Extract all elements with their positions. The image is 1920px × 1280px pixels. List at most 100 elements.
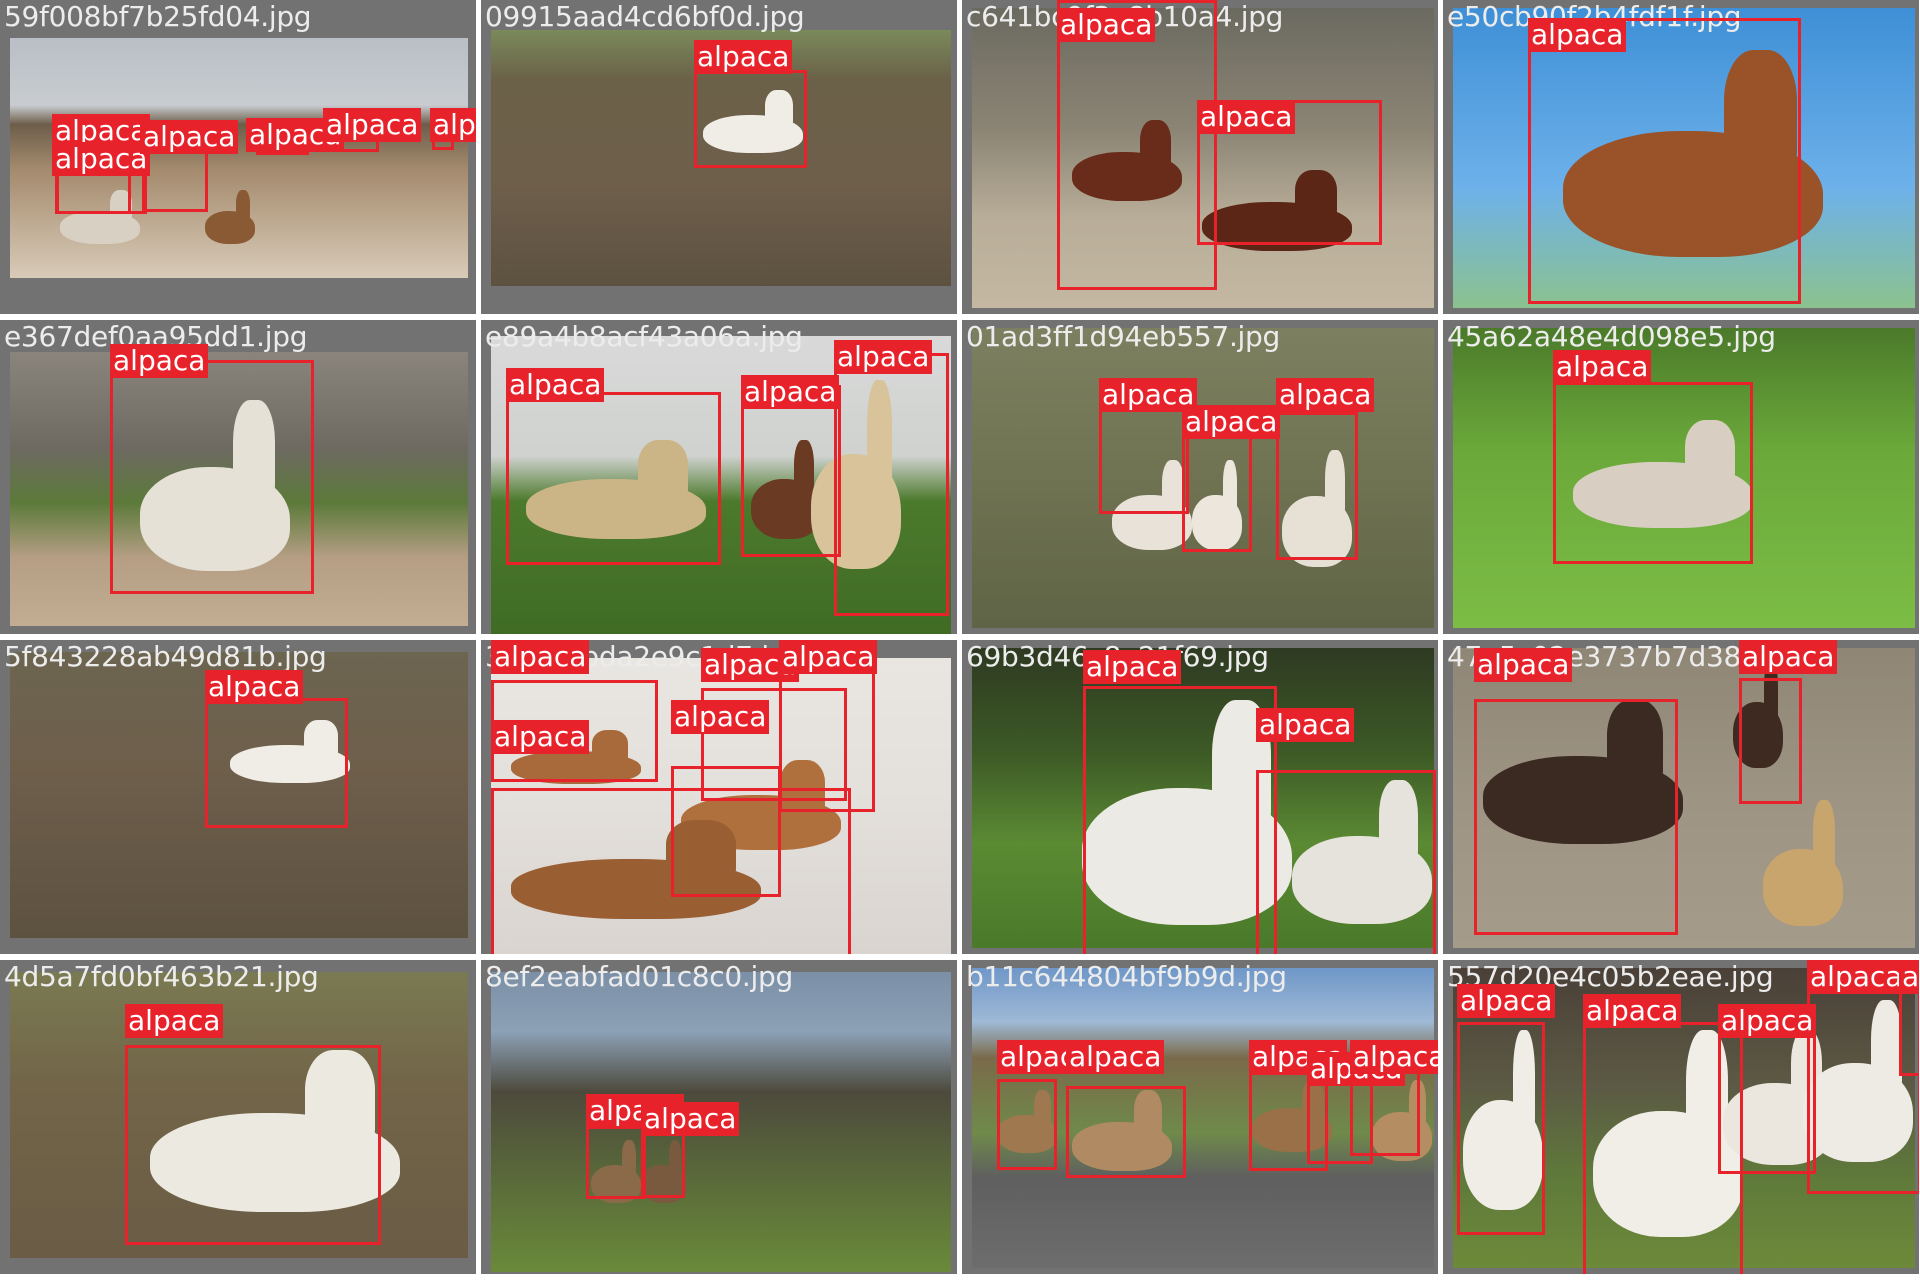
- alpaca-neck: [1295, 170, 1337, 220]
- mosaic-tile: 557d20e4c05b2eae.jpg alpaca alpaca alpaca al…: [1443, 960, 1919, 1274]
- detection-label: alpaca: [1350, 1040, 1438, 1074]
- detection-box: [1739, 678, 1802, 804]
- mosaic-tile: 5f843228ab49d81b.jpg alpaca: [0, 640, 476, 954]
- mosaic-tile: 45a62a48e4d098e5.jpg alpaca: [1443, 320, 1919, 634]
- detection-label: alpaca: [1528, 18, 1627, 52]
- detection-label: alpaca: [671, 700, 770, 734]
- image-filename: 8ef2eabfad01c8c0.jpg: [485, 960, 793, 993]
- detection-label: alpaca: [741, 375, 840, 409]
- detection-box: [834, 353, 949, 616]
- alpaca-neck: [1812, 800, 1835, 877]
- alpaca-neck: [1140, 120, 1171, 170]
- alpaca-neck: [794, 440, 814, 501]
- detection-box: [1457, 1022, 1545, 1235]
- detection-box: [701, 688, 847, 801]
- detection-label: alpaca: [491, 640, 590, 674]
- detection-label: alpaca: [1583, 994, 1682, 1028]
- alpaca-neck: [233, 400, 275, 505]
- detection-box: [741, 385, 841, 557]
- detection-label: alpaca: [52, 142, 151, 176]
- alpaca-neck: [765, 90, 793, 129]
- detection-box: [1528, 18, 1801, 304]
- detection-box: [586, 1126, 646, 1199]
- alpaca-neck: [1724, 50, 1797, 177]
- mosaic-tile: 3a4f0bbda2e9c1d7.jpg alpaca alpaca alpaca al…: [481, 640, 957, 954]
- alpaca-neck: [1871, 1000, 1902, 1099]
- detection-box: [1256, 770, 1436, 954]
- detection-label: alpaca: [323, 108, 422, 142]
- alpaca-neck: [1686, 1030, 1728, 1157]
- mosaic-tile: e89a4b8acf43a06a.jpg alpaca alpaca alpaca: [481, 320, 957, 634]
- alpaca-neck: [668, 1140, 682, 1179]
- mosaic-tile: 09915aad4cd6bf0d.jpg alpaca: [481, 0, 957, 314]
- mosaic-tile: b11c644804bf9b9d.jpg alpaca alpaca alpaca al…: [962, 960, 1438, 1274]
- image-filename: 09915aad4cd6bf0d.jpg: [485, 0, 805, 33]
- alpaca-neck: [109, 190, 132, 223]
- detection-label: alpaca: [1083, 650, 1182, 684]
- detection-box: [1083, 686, 1277, 954]
- detection-label: alpaca: [1066, 1040, 1165, 1074]
- detection-label: alpaca: [125, 1004, 224, 1038]
- alpaca-neck: [1161, 460, 1184, 515]
- alpaca-neck: [866, 380, 892, 496]
- image-filename: 5f843228ab49d81b.jpg: [4, 640, 327, 673]
- mosaic-tile: 59f008bf7b25fd04.jpg alpaca alpaca alpaca al…: [0, 0, 476, 314]
- detection-label: alpaca: [694, 40, 793, 74]
- alpaca-neck: [637, 440, 688, 501]
- detection-box: [1057, 0, 1217, 290]
- detection-label: alpaca: [506, 368, 605, 402]
- alpaca-neck: [1378, 780, 1418, 868]
- detection-label: alpaca: [1099, 378, 1198, 412]
- detection-label: alpaca: [1718, 1004, 1817, 1038]
- image-filename: e89a4b8acf43a06a.jpg: [485, 320, 803, 353]
- detection-label: alpaca: [140, 120, 239, 154]
- mosaic-tile: 47a5c02e3737b7d38.jpg alpaca alpaca: [1443, 640, 1919, 954]
- detection-label: alpaca: [1739, 640, 1838, 674]
- detection-box: [1066, 1086, 1186, 1178]
- mosaic-tile: 8ef2eabfad01c8c0.jpg alpaca alpaca: [481, 960, 957, 1274]
- image-filename: 4d5a7fd0bf463b21.jpg: [4, 960, 319, 993]
- image-filename: 59f008bf7b25fd04.jpg: [4, 0, 312, 33]
- detection-label: alpaca: [1197, 100, 1296, 134]
- detection-box: [641, 1128, 685, 1198]
- image-filename: 01ad3ff1d94eb557.jpg: [966, 320, 1280, 353]
- detection-label: alpaca: [205, 670, 304, 704]
- alpaca-neck: [1034, 1090, 1051, 1129]
- detection-label: alpaca: [1807, 960, 1906, 994]
- image-filename: 45a62a48e4d098e5.jpg: [1447, 320, 1776, 353]
- alpaca-neck: [1764, 660, 1778, 726]
- detection-label: alpaca: [1474, 648, 1573, 682]
- detection-label: alpaca: [779, 640, 878, 674]
- alpaca-neck: [666, 820, 736, 881]
- alpaca-neck: [236, 190, 250, 223]
- detection-label: alpaca: [641, 1102, 740, 1136]
- detection-label: alpaca: [1899, 960, 1919, 994]
- detection-box: [125, 1045, 381, 1245]
- alpaca-neck: [304, 720, 338, 759]
- detection-box: [694, 70, 807, 168]
- alpaca-neck: [1325, 450, 1345, 522]
- detection-label: alpaca: [110, 344, 209, 378]
- alpaca-neck: [1607, 700, 1663, 788]
- detection-label: alpaca: [1256, 708, 1355, 742]
- detection-label: alpaca: [491, 720, 590, 754]
- alpaca-neck: [1512, 1030, 1535, 1140]
- alpaca-neck: [1223, 460, 1237, 515]
- mosaic-tile: 01ad3ff1d94eb557.jpg alpaca alpaca alpaca: [962, 320, 1438, 634]
- detection-label: alpaca: [430, 108, 476, 142]
- detection-box: [671, 766, 781, 897]
- detection-box: [506, 392, 721, 565]
- alpaca-neck: [591, 730, 628, 763]
- detection-label: alpaca: [1553, 350, 1652, 384]
- detection-label: alpaca: [1057, 8, 1156, 42]
- detection-box: [1553, 382, 1753, 564]
- mosaic-tile: e50cb90f2b4fdf1f.jpg alpaca: [1443, 0, 1919, 314]
- photo: [972, 8, 1434, 308]
- mosaic-tile: e367def0aa95dd1.jpg alpaca: [0, 320, 476, 634]
- detection-box: [1474, 699, 1678, 935]
- detection-box: [110, 360, 314, 594]
- alpaca-neck: [780, 760, 825, 815]
- detection-box: [1718, 1022, 1816, 1174]
